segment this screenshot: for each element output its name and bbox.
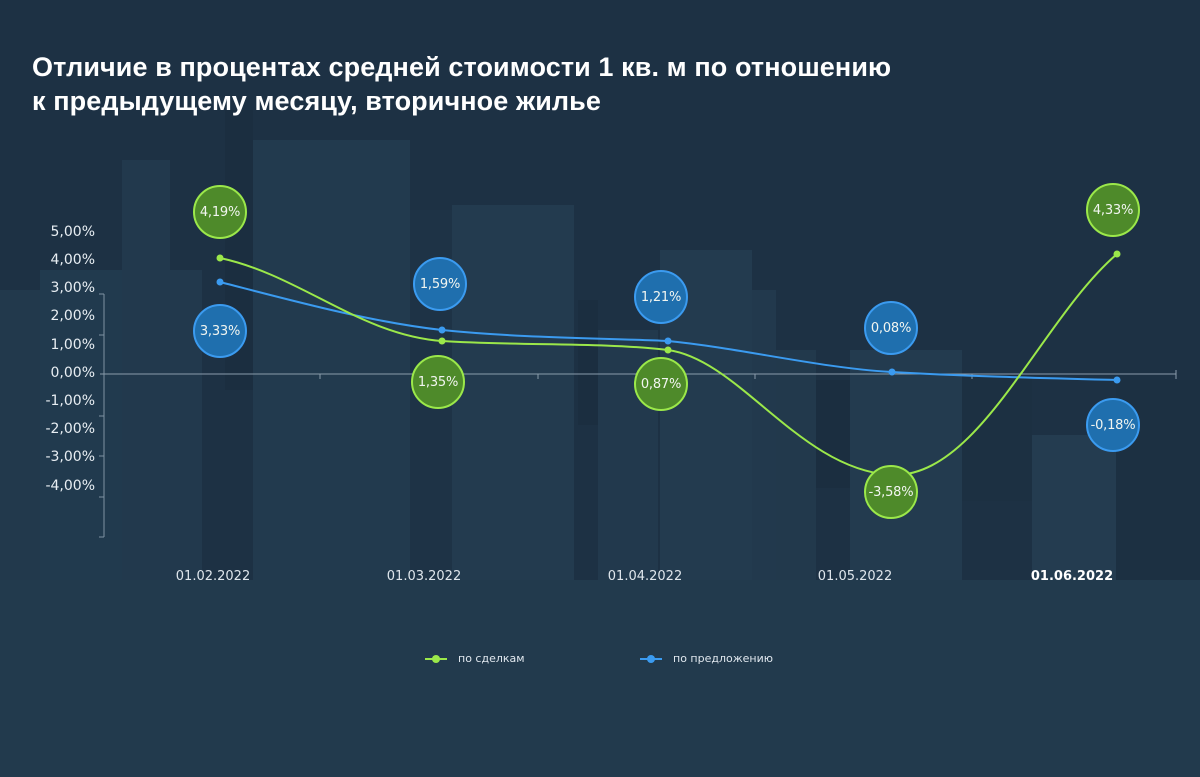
skyline-building [452, 205, 574, 580]
x-tick-label: 01.05.2022 [817, 569, 893, 584]
x-tick-label: 01.04.2022 [607, 569, 683, 584]
bottom-ground [0, 580, 1200, 777]
data-label-offers: -0,18% [1086, 398, 1140, 452]
x-tick-label: 01.03.2022 [386, 569, 462, 584]
legend-label: по предложению [673, 652, 774, 665]
chart-title-line-2: к предыдущему месяцу, вторичное жилье [32, 86, 601, 116]
data-label-offers: 1,21% [634, 270, 688, 324]
y-axis-ticks [99, 293, 104, 538]
skyline-building [578, 300, 598, 425]
y-tick-label: 5,00% [50, 224, 95, 240]
x-axis-ticks [319, 370, 1177, 379]
y-tick-label: -3,00% [45, 449, 95, 465]
data-label-deals: -3,58% [864, 465, 918, 519]
y-tick-label: 0,00% [50, 365, 95, 381]
data-label-offers: 3,33% [193, 304, 247, 358]
skyline-building [962, 375, 1032, 501]
y-tick-label: 1,00% [50, 337, 95, 353]
legend-item-offers[interactable]: по предложению [640, 652, 773, 665]
skyline-building [776, 350, 816, 580]
legend-line-marker-icon [640, 654, 662, 664]
legend-item-deals[interactable]: по сделкам [425, 652, 525, 665]
chart-title: Отличие в процентах средней стоимости 1 … [32, 50, 1132, 118]
data-label-offers: 0,08% [864, 301, 918, 355]
skyline-building [816, 380, 850, 488]
data-label-offers: 1,59% [413, 257, 467, 311]
y-tick-label: -1,00% [45, 393, 95, 409]
data-label-deals: 1,35% [411, 355, 465, 409]
y-tick-label: -2,00% [45, 421, 95, 437]
skyline-building [1032, 435, 1116, 580]
y-tick-label: -4,00% [45, 478, 95, 494]
y-tick-label: 4,00% [50, 252, 95, 268]
data-label-deals: 4,19% [193, 185, 247, 239]
y-tick-label: 3,00% [50, 280, 95, 296]
chart-title-line-1: Отличие в процентах средней стоимости 1 … [32, 52, 892, 82]
skyline-building [752, 290, 776, 580]
legend-line-marker-icon [425, 654, 447, 664]
skyline-building [253, 140, 410, 580]
x-tick-label: 01.02.2022 [175, 569, 251, 584]
legend-label: по сделкам [458, 652, 525, 665]
skyline-building [40, 270, 122, 580]
skyline-building [850, 350, 962, 580]
y-tick-label: 2,00% [50, 308, 95, 324]
data-label-deals: 4,33% [1086, 183, 1140, 237]
data-label-deals: 0,87% [634, 357, 688, 411]
series-offers-points [216, 278, 1121, 384]
series-deals-line [219, 253, 1118, 477]
skyline-building [0, 290, 40, 580]
x-tick-label: 01.06.2022 [1030, 569, 1114, 584]
skyline-building [122, 160, 170, 580]
